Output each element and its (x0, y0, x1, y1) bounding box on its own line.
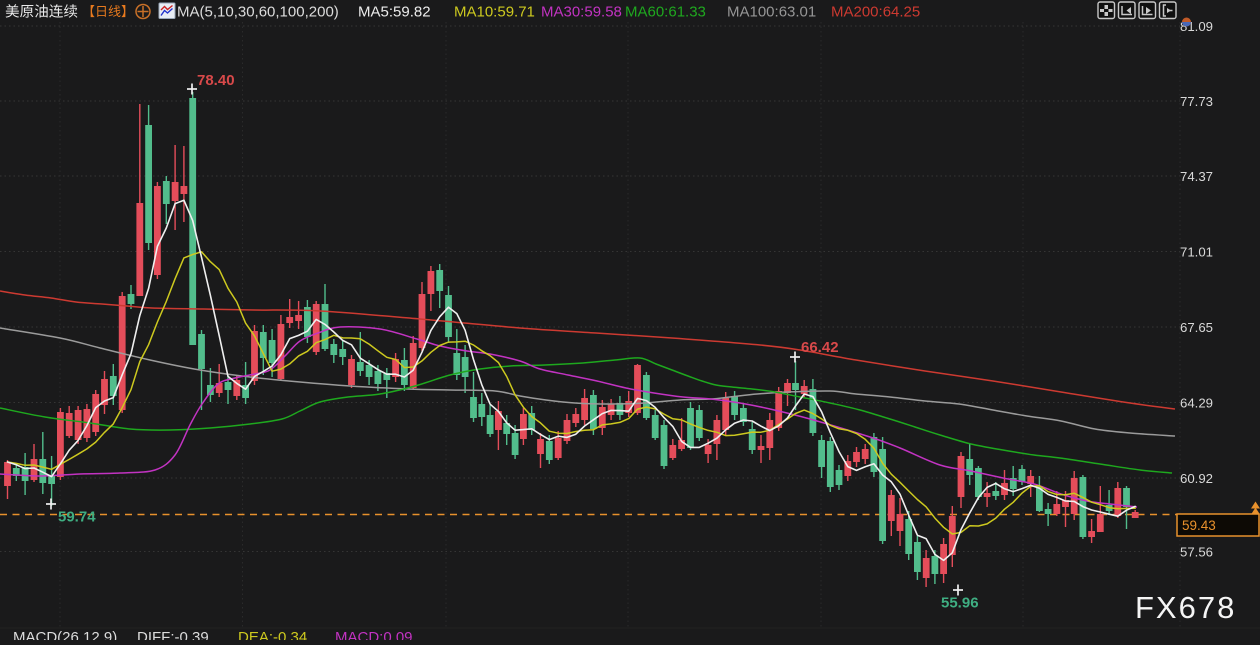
svg-text:FX678: FX678 (1135, 590, 1236, 625)
svg-text:71.01: 71.01 (1180, 244, 1213, 259)
svg-text:77.73: 77.73 (1180, 94, 1213, 109)
svg-text:55.96: 55.96 (941, 595, 979, 612)
svg-text:66.42: 66.42 (801, 339, 839, 356)
svg-text:78.40: 78.40 (197, 72, 235, 89)
svg-text:MA5:59.82: MA5:59.82 (358, 4, 431, 21)
svg-text:59.43: 59.43 (1182, 518, 1216, 533)
svg-text:MA60:61.33: MA60:61.33 (625, 4, 706, 21)
svg-text:64.29: 64.29 (1180, 395, 1213, 410)
svg-text:DEA:-0.34: DEA:-0.34 (238, 629, 307, 640)
svg-text:MA(5,10,30,60,100,200): MA(5,10,30,60,100,200) (177, 4, 339, 21)
svg-text:MA200:64.25: MA200:64.25 (831, 4, 920, 21)
svg-text:DIFF:-0.39: DIFF:-0.39 (137, 629, 209, 640)
svg-text:MA100:63.01: MA100:63.01 (727, 4, 816, 21)
svg-text:MACD(26,12,9): MACD(26,12,9) (13, 629, 117, 640)
svg-text:67.65: 67.65 (1180, 320, 1213, 335)
svg-text:60.92: 60.92 (1180, 471, 1213, 486)
svg-text:74.37: 74.37 (1180, 169, 1213, 184)
svg-text:MA10:59.71: MA10:59.71 (454, 4, 535, 21)
svg-text:MACD:0.09: MACD:0.09 (335, 629, 413, 640)
svg-text:59.74: 59.74 (58, 509, 96, 526)
svg-text:57.56: 57.56 (1180, 544, 1213, 559)
svg-text:MA30:59.58: MA30:59.58 (541, 4, 622, 21)
